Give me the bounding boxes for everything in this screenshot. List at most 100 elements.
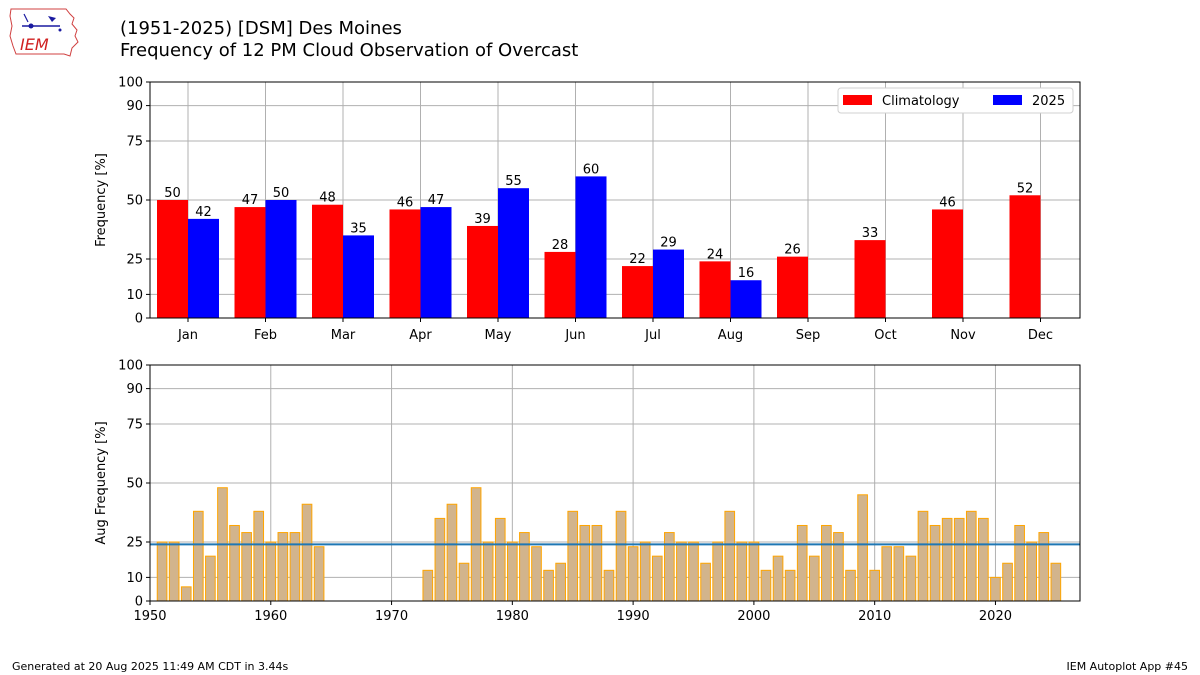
legend-swatch-climatology [843, 95, 872, 105]
y-axis-label: Aug Frequency [%] [94, 421, 109, 544]
climatology-value-label: 22 [629, 252, 646, 267]
year-bar [978, 517, 989, 602]
climatology-value-label: 48 [319, 191, 336, 206]
year-bar [543, 569, 554, 602]
yearly-chart-axes: 0 10 25 50 75 90 100 1950 1960 1970 1980 1990 2000 20… [94, 359, 1081, 624]
year-bar [772, 555, 784, 602]
y-tick-label: 50 [126, 194, 143, 209]
x-tick-label: May [485, 328, 512, 343]
current-year-value-label: 29 [660, 236, 677, 251]
year-bar [253, 510, 265, 602]
x-tick-label: 2020 [979, 609, 1012, 624]
climatology-value-label: 52 [1017, 181, 1034, 196]
legend-label-climatology: Climatology [882, 94, 960, 109]
year-bar [494, 517, 506, 602]
x-tick-label: 1950 [133, 609, 166, 624]
climatology-value-label: 39 [474, 212, 491, 227]
x-tick-label: Apr [409, 328, 432, 343]
year-bar [857, 494, 868, 602]
y-tick-label: 10 [126, 288, 143, 303]
climatology-bar [854, 240, 886, 318]
year-bar [784, 569, 796, 602]
year-bar [917, 510, 929, 602]
x-tick-label: 1970 [375, 609, 408, 624]
year-bar [241, 532, 252, 602]
year-bar [688, 541, 699, 602]
year-bar [893, 546, 905, 602]
year-bar [579, 524, 591, 602]
current-year-value-label: 16 [738, 266, 755, 281]
year-bar [736, 541, 748, 602]
year-bar [796, 524, 808, 602]
x-tick-label: 1960 [254, 609, 287, 624]
year-bar [519, 532, 530, 602]
current-year-value-label: 35 [350, 221, 367, 236]
year-bar [833, 532, 844, 602]
climatology-bar [622, 266, 653, 318]
year-bar [192, 510, 204, 602]
climatology-bar [157, 200, 188, 318]
year-bar [929, 524, 941, 602]
x-tick-label: Jun [564, 328, 585, 343]
year-bar [808, 555, 820, 602]
y-tick-label: 25 [126, 253, 143, 268]
current-year-bar [730, 280, 762, 318]
year-bar [627, 546, 639, 602]
year-bar [567, 510, 579, 602]
year-bar [434, 517, 446, 602]
legend: Climatology 2025 [837, 87, 1074, 114]
climatology-bar [777, 256, 808, 318]
x-tick-label: Jan [177, 328, 198, 343]
climatology-value-label: 46 [397, 195, 414, 210]
year-bar [748, 541, 760, 602]
x-tick-label: Sep [796, 328, 821, 343]
climatology-value-label: 47 [242, 193, 259, 208]
climatology-value-label: 46 [939, 195, 956, 210]
generated-timestamp: Generated at 20 Aug 2025 11:49 AM CDT in… [12, 660, 289, 673]
x-tick-label: Mar [331, 328, 356, 343]
x-tick-label: Oct [874, 328, 896, 343]
current-year-value-label: 55 [505, 174, 522, 189]
year-bar [676, 541, 687, 602]
x-tick-label: 2010 [858, 609, 891, 624]
year-bar [639, 541, 651, 602]
y-tick-label: 100 [118, 76, 143, 91]
y-tick-label: 75 [126, 418, 143, 433]
year-bar [881, 546, 893, 602]
climatology-bar [389, 209, 421, 318]
legend-swatch-current-year [993, 95, 1022, 105]
app-label: IEM Autoplot App #45 [1066, 660, 1189, 673]
year-bar [156, 541, 168, 602]
current-year-bar [343, 235, 374, 318]
climatology-value-label: 33 [862, 226, 879, 241]
climatology-value-label: 26 [784, 243, 801, 258]
x-tick-label: 2000 [737, 609, 770, 624]
climatology-bar [1009, 195, 1041, 318]
year-bar [990, 576, 1001, 602]
x-tick-label: Feb [254, 328, 277, 343]
year-bar [712, 541, 723, 602]
legend-box [837, 87, 1074, 114]
year-bar [531, 546, 542, 602]
year-bar [664, 532, 675, 602]
year-bar [1002, 562, 1013, 602]
year-bar [953, 517, 965, 602]
year-bar [869, 569, 881, 602]
year-bar [965, 510, 977, 602]
year-bar [289, 532, 301, 602]
climatology-bar [234, 207, 266, 318]
year-bar [1026, 541, 1038, 602]
current-year-bar [265, 200, 297, 318]
climatology-bar [312, 204, 343, 318]
y-tick-label: 0 [135, 595, 143, 610]
year-bar [1014, 524, 1025, 602]
y-tick-label: 90 [126, 382, 143, 397]
year-bar [1050, 562, 1062, 602]
current-year-bar [653, 249, 684, 318]
year-bar [446, 503, 458, 602]
y-tick-label: 25 [126, 536, 143, 551]
climatology-value-label: 28 [552, 238, 569, 253]
x-tick-label: Jul [644, 328, 661, 343]
climatology-bar [932, 209, 963, 318]
current-year-bar [498, 188, 529, 318]
